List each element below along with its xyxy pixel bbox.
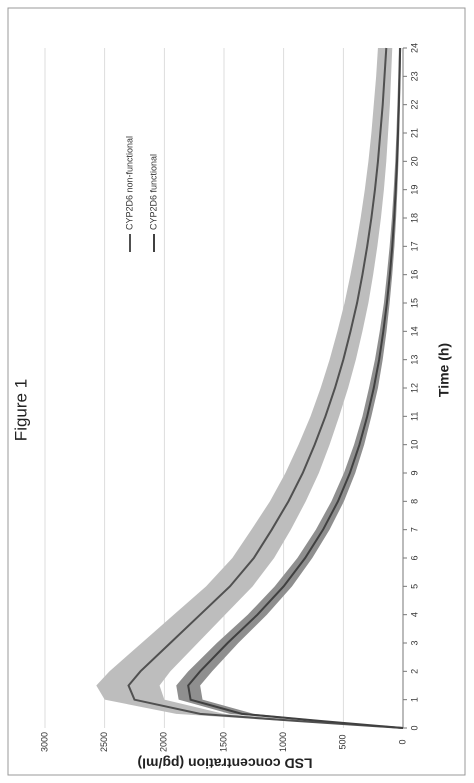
x-tick-label: 22 [409, 100, 419, 110]
frame [7, 7, 466, 776]
x-tick-label: 11 [409, 412, 419, 421]
x-tick-label: 12 [409, 383, 419, 393]
y-tick-label: 2000 [159, 732, 169, 752]
series-line [127, 47, 404, 729]
x-tick-label: 20 [409, 156, 419, 166]
x-tick-label: 10 [409, 440, 419, 450]
x-tick-label: 19 [409, 185, 419, 195]
y-tick-label: 500 [338, 734, 348, 749]
y-tick-label: 1000 [278, 732, 288, 752]
x-axis-title: Time (h) [436, 343, 452, 397]
legend: CYP2D6 non-functional CYP2D6 functional [124, 136, 158, 252]
x-tick-label: 14 [409, 326, 419, 336]
x-tick-label: 9 [409, 470, 419, 475]
x-tick-label: 4 [409, 612, 419, 617]
x-tick-label: 16 [409, 270, 419, 280]
legend-text: CYP2D6 non-functional [124, 136, 134, 230]
y-tick-label: 3000 [39, 732, 49, 752]
chart-title: Figure 1 [11, 379, 30, 441]
y-tick-label: 1500 [218, 732, 228, 752]
x-tick-label: 2 [409, 669, 419, 674]
x-tick-label: 3 [409, 640, 419, 645]
x-tick-label: 13 [409, 355, 419, 365]
band [96, 48, 404, 728]
x-tick-label: 17 [409, 241, 419, 251]
series-line [187, 47, 404, 729]
x-tick-label: 24 [409, 43, 419, 53]
x-tick-label: 8 [409, 499, 419, 504]
x-tick-label: 1 [409, 697, 419, 702]
x-tick-label: 21 [409, 128, 419, 138]
x-tick-label: 5 [409, 584, 419, 589]
y-tick-label: 0 [397, 739, 407, 744]
x-tick-label: 7 [409, 527, 419, 532]
x-tick-label: 15 [409, 298, 419, 308]
x-tick-label: 6 [409, 555, 419, 560]
x-tick-label: 23 [409, 71, 419, 81]
y-axis-title: LSD concentration (pg/ml) [138, 755, 313, 771]
x-tick-label: 18 [409, 213, 419, 223]
x-tick-label: 0 [409, 725, 419, 730]
legend-text: CYP2D6 functional [148, 154, 158, 230]
y-tick-label: 2500 [99, 732, 109, 752]
